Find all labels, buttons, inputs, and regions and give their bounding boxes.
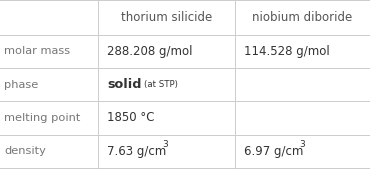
Text: 3: 3 bbox=[162, 140, 168, 149]
Text: niobium diboride: niobium diboride bbox=[252, 11, 353, 24]
Text: thorium silicide: thorium silicide bbox=[121, 11, 212, 24]
Text: solid: solid bbox=[107, 78, 142, 91]
Text: 6.97 g/cm: 6.97 g/cm bbox=[244, 145, 303, 158]
Text: 114.528 g/mol: 114.528 g/mol bbox=[244, 45, 330, 58]
Text: 7.63 g/cm: 7.63 g/cm bbox=[107, 145, 166, 158]
Text: density: density bbox=[4, 146, 46, 156]
Text: phase: phase bbox=[4, 80, 39, 90]
Text: (at STP): (at STP) bbox=[144, 80, 178, 89]
Text: 288.208 g/mol: 288.208 g/mol bbox=[107, 45, 193, 58]
Text: 1850 °C: 1850 °C bbox=[107, 111, 155, 124]
Text: molar mass: molar mass bbox=[4, 46, 71, 56]
Text: 3: 3 bbox=[299, 140, 305, 149]
Text: melting point: melting point bbox=[4, 113, 81, 123]
